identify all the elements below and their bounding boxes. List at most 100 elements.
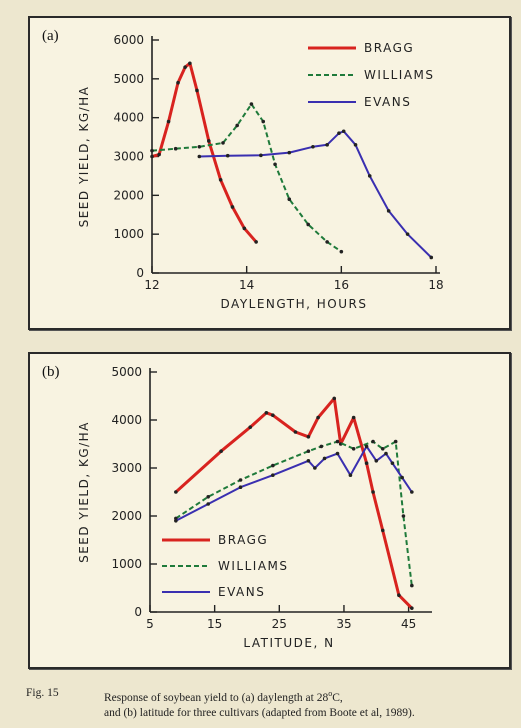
x-tick-label: 12 xyxy=(144,278,159,292)
data-point xyxy=(174,519,178,523)
data-point xyxy=(174,490,178,494)
data-point xyxy=(332,396,337,401)
data-point xyxy=(393,439,398,444)
caption-line-1: Response of soybean yield to (a) dayleng… xyxy=(104,691,329,704)
caption-degree: o xyxy=(328,689,333,698)
data-point xyxy=(197,144,202,149)
data-point xyxy=(306,435,311,439)
chart-a: 0 1000 2000 3000 4000 5000 6000 12 14 16 18 DAYLENG… xyxy=(77,33,444,311)
data-point xyxy=(249,102,254,106)
data-point xyxy=(271,473,275,477)
data-point xyxy=(238,478,243,482)
y-tick-label: 3000 xyxy=(113,150,144,164)
x-tick-label: 35 xyxy=(336,617,351,631)
data-point xyxy=(351,447,356,451)
data-point xyxy=(306,449,311,453)
data-point xyxy=(183,65,187,69)
data-point xyxy=(195,88,199,93)
data-point xyxy=(400,475,404,480)
data-point xyxy=(380,528,385,533)
legend-label-williams: WILLIAMS xyxy=(218,559,289,573)
data-point xyxy=(206,495,210,499)
data-point xyxy=(150,154,154,159)
data-point xyxy=(259,153,263,158)
data-point xyxy=(219,449,223,453)
data-point xyxy=(218,178,223,182)
x-tick-label: 45 xyxy=(401,617,416,631)
data-point xyxy=(316,415,320,420)
data-point xyxy=(429,255,434,260)
data-point xyxy=(339,249,344,254)
y-tick-label: 4000 xyxy=(113,111,144,125)
series-line-williams xyxy=(151,103,342,253)
data-point xyxy=(380,447,385,451)
data-point xyxy=(351,415,356,420)
data-point xyxy=(410,583,414,588)
chart-b: 0 1000 2000 3000 4000 5000 5 15 25 35 45 LATITUDE, … xyxy=(77,365,432,650)
data-point xyxy=(364,444,369,449)
x-tick-label: 15 xyxy=(207,617,222,631)
data-point xyxy=(197,154,202,159)
chart-panel-a: (a) 0 1000 2000 3000 4000 5000 6000 12 14 16 18 DAY… xyxy=(28,16,511,330)
series-line-williams xyxy=(175,440,413,586)
x-tick-label: 14 xyxy=(239,278,254,292)
data-point xyxy=(230,205,235,209)
data-point xyxy=(271,463,275,468)
data-point xyxy=(364,461,369,465)
data-point xyxy=(221,141,225,145)
y-tick-label: 1000 xyxy=(111,557,142,571)
data-point xyxy=(313,466,317,470)
data-point xyxy=(306,222,311,227)
data-point xyxy=(401,514,406,518)
x-axis-label: LATITUDE, N xyxy=(243,636,334,650)
data-point xyxy=(157,152,161,157)
series-line-bragg xyxy=(151,61,258,243)
data-point xyxy=(353,143,358,147)
data-point xyxy=(311,144,315,149)
x-axis-label: DAYLENGTH, HOURS xyxy=(221,297,368,311)
y-tick-label: 2000 xyxy=(111,509,142,523)
y-tick-label: 6000 xyxy=(113,33,144,47)
data-point xyxy=(242,226,247,231)
data-point xyxy=(371,490,375,494)
data-point xyxy=(325,143,329,147)
panel-label-a: (a) xyxy=(42,28,59,44)
data-point xyxy=(386,209,391,213)
legend-label-bragg: BRAGG xyxy=(218,533,268,547)
data-point xyxy=(337,131,341,135)
data-point xyxy=(150,148,154,153)
data-point xyxy=(367,174,372,178)
panel-label-b: (b) xyxy=(42,364,60,380)
data-point xyxy=(341,129,346,134)
data-point xyxy=(322,456,327,461)
caption-line-2: and (b) latitude for three cultivars (ad… xyxy=(104,706,415,719)
y-axis-label: SEED YIELD, KG/HA xyxy=(77,421,91,563)
data-point xyxy=(206,502,210,506)
data-point xyxy=(374,459,379,463)
data-point xyxy=(248,425,253,429)
data-point xyxy=(207,139,211,143)
data-point xyxy=(261,119,266,124)
data-point xyxy=(287,197,292,202)
data-point xyxy=(238,485,243,489)
legend-label-bragg: BRAGG xyxy=(364,41,414,55)
data-point xyxy=(287,150,292,155)
data-point xyxy=(319,444,324,449)
data-point xyxy=(293,430,298,434)
series-line-evans xyxy=(199,130,433,259)
y-tick-label: 4000 xyxy=(111,413,142,427)
data-point xyxy=(397,593,401,597)
caption-text: Response of soybean yield to (a) dayleng… xyxy=(104,686,504,721)
x-tick-label: 25 xyxy=(272,617,287,631)
data-point xyxy=(348,473,353,477)
data-point xyxy=(325,240,329,244)
data-point xyxy=(405,232,410,236)
data-point xyxy=(235,123,239,128)
data-point xyxy=(410,606,414,610)
series-line-bragg xyxy=(174,396,413,610)
data-point xyxy=(254,240,258,244)
y-tick-label: 5000 xyxy=(111,365,142,379)
data-point xyxy=(410,490,414,494)
data-point xyxy=(225,153,230,158)
data-point xyxy=(384,451,388,456)
